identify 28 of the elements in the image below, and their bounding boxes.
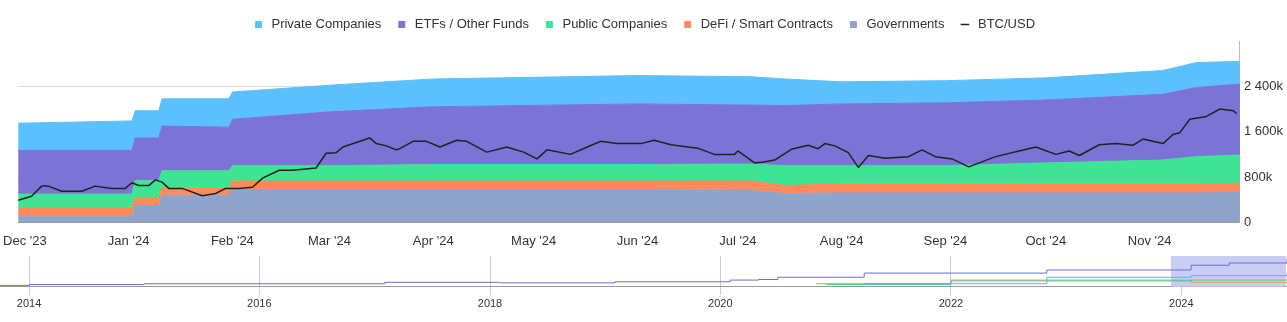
x-tick-label: 2024 (1169, 297, 1194, 310)
legend-label: Governments (866, 16, 945, 32)
x-tick-label: 2018 (477, 297, 503, 310)
x-tick-label: Jun '24 (616, 232, 659, 248)
x-tick-label: Feb '24 (210, 232, 254, 248)
legend-label: Private Companies (271, 16, 382, 32)
y-tick-label: 800k (1243, 168, 1273, 184)
y-tick-label: 0 (1243, 213, 1252, 229)
x-tick-label: Mar '24 (307, 232, 351, 248)
x-tick-label: 2022 (938, 297, 964, 310)
x-tick-label: Oct '24 (1025, 232, 1067, 248)
x-tick-label: Jul '24 (719, 232, 757, 248)
x-tick-label: Aug '24 (819, 232, 864, 248)
legend-label: DeFi / Smart Contracts (700, 16, 834, 32)
legend-label: BTC/USD (977, 16, 1036, 32)
x-tick-label: 2016 (247, 297, 272, 310)
x-tick-label: Nov '24 (1127, 232, 1172, 248)
y-tick-label: 1 600k (1243, 123, 1284, 139)
x-tick-label: Jan '24 (107, 232, 150, 248)
legend-label: ETFs / Other Funds (414, 16, 530, 32)
x-tick-label: May '24 (511, 232, 557, 248)
x-tick-label: Apr '24 (412, 232, 454, 248)
x-tick-label: 2014 (16, 297, 42, 310)
y-tick-label: 2 400k (1243, 77, 1284, 93)
x-tick-label: Dec '23 (3, 232, 47, 248)
x-tick-label: Sep '24 (923, 232, 968, 248)
x-tick-label: 2020 (708, 297, 733, 310)
legend-label: Public Companies (562, 16, 668, 32)
